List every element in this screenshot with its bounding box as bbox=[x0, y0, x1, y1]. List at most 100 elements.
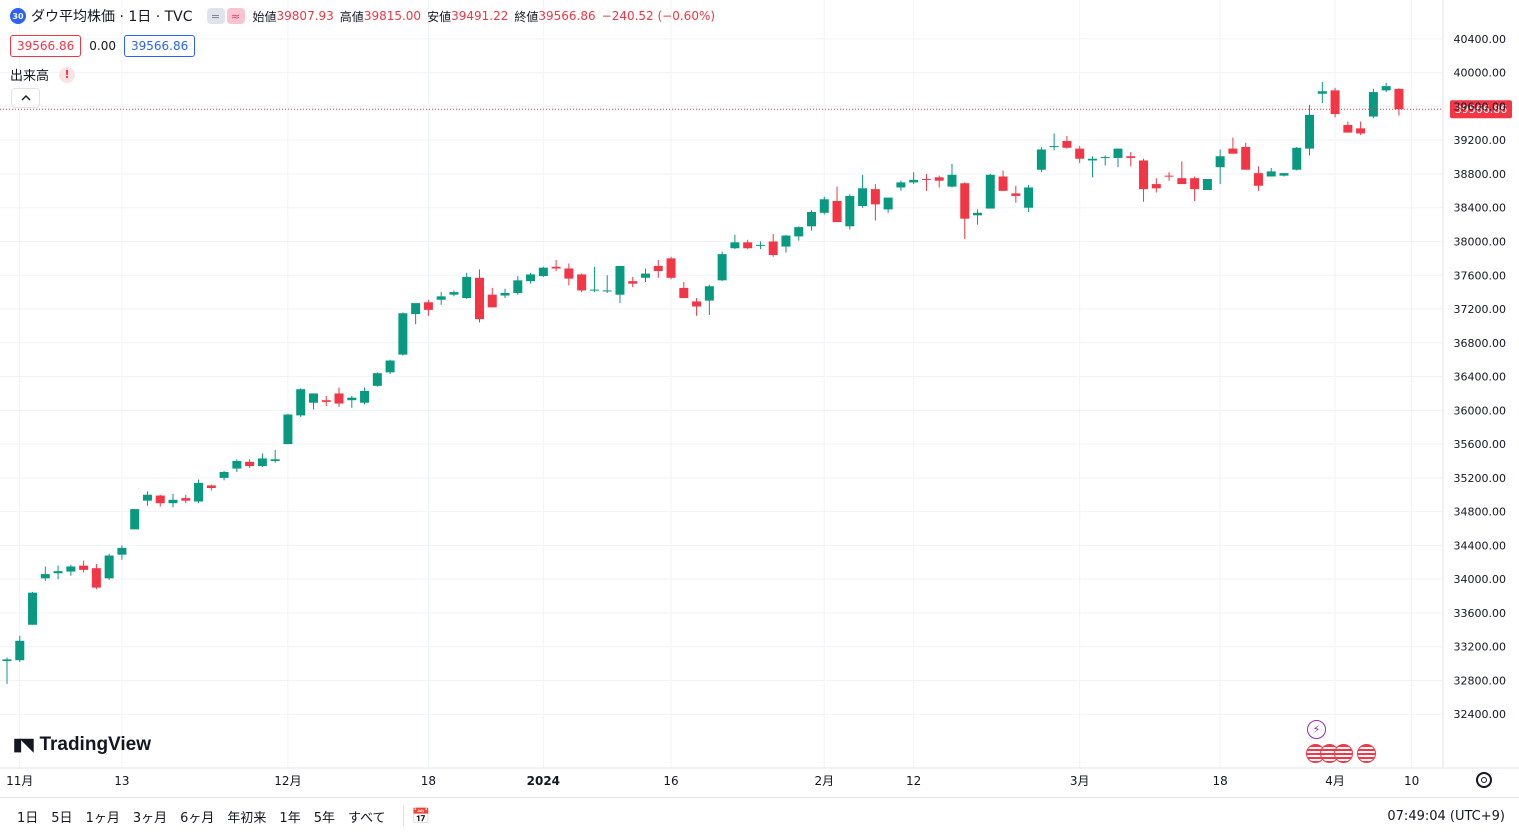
price-axis[interactable]: 32400.00 32800.00 33200.00 33600.00 34000.00… bbox=[1442, 0, 1507, 768]
indicator-button[interactable]: ≈ bbox=[226, 8, 245, 24]
candle bbox=[755, 241, 765, 250]
range-button[interactable]: 1ヶ月 bbox=[85, 810, 120, 826]
candle-body bbox=[1139, 160, 1149, 190]
candle bbox=[1215, 149, 1225, 185]
range-button[interactable]: 1年 bbox=[279, 810, 301, 826]
candle-body bbox=[500, 292, 510, 296]
candle bbox=[308, 393, 318, 410]
candle-body bbox=[487, 294, 497, 308]
time-axis[interactable]: 11月 13 12月 18 2024 16 2月 12 3月 18 4月 10 bbox=[0, 767, 1519, 788]
candle-body bbox=[1292, 147, 1302, 170]
candle bbox=[194, 479, 204, 504]
candle bbox=[1011, 185, 1021, 203]
symbol-title[interactable]: ダウ平均株価 · 1日 · TVC bbox=[31, 9, 193, 25]
candle bbox=[2, 657, 12, 684]
range-button[interactable]: 3ヶ月 bbox=[132, 810, 168, 826]
candle-body bbox=[564, 268, 574, 279]
time-tick-label: 10 bbox=[1404, 774, 1419, 788]
candle-body bbox=[1381, 86, 1391, 91]
candle bbox=[832, 186, 842, 223]
candle bbox=[423, 299, 433, 316]
candle-body bbox=[1100, 157, 1110, 159]
price-tick-label: 33600.00 bbox=[1454, 607, 1507, 620]
candle-body bbox=[66, 566, 76, 572]
candle bbox=[1062, 135, 1072, 149]
candle bbox=[679, 282, 689, 299]
flash-event-icon[interactable]: ⚡ bbox=[1307, 720, 1326, 739]
candle-body bbox=[1113, 148, 1123, 158]
candle bbox=[653, 260, 663, 278]
candle-body bbox=[551, 266, 561, 269]
price-tick-label: 36800.00 bbox=[1454, 337, 1507, 350]
candle-body bbox=[819, 199, 829, 213]
candle-body bbox=[870, 189, 880, 205]
range-button[interactable]: すべて bbox=[347, 810, 386, 826]
time-tick-label: 4月 bbox=[1325, 774, 1345, 788]
candle bbox=[1394, 88, 1404, 116]
price-tick-label: 34800.00 bbox=[1454, 506, 1507, 519]
candle bbox=[130, 509, 140, 530]
volume-label[interactable]: 出来高 bbox=[10, 69, 50, 84]
candle-body bbox=[960, 183, 970, 219]
warning-icon[interactable]: ! bbox=[59, 66, 76, 83]
candle-body bbox=[832, 200, 842, 223]
candle bbox=[1266, 168, 1276, 177]
candle bbox=[1126, 152, 1136, 167]
candle-body bbox=[1368, 92, 1378, 117]
candle bbox=[1100, 155, 1110, 166]
candle-body bbox=[1087, 158, 1097, 161]
candle bbox=[641, 268, 650, 283]
sell-price-box[interactable]: 39566.86 bbox=[10, 35, 82, 57]
calendar-icon[interactable]: 📅 bbox=[411, 807, 431, 825]
candle bbox=[1241, 142, 1251, 170]
collapse-legend-button[interactable] bbox=[11, 88, 40, 108]
symbol-icon[interactable]: 30 bbox=[10, 8, 26, 24]
candle bbox=[91, 563, 101, 590]
candle-body bbox=[1215, 156, 1225, 168]
range-button[interactable]: 5年 bbox=[313, 810, 335, 826]
candle-body bbox=[1011, 193, 1021, 196]
candle-body bbox=[474, 277, 484, 320]
candle bbox=[551, 260, 561, 272]
candle bbox=[181, 494, 191, 504]
candle bbox=[117, 545, 127, 560]
tradingview-logo[interactable]: ▮◥ TradingView bbox=[13, 734, 151, 756]
candle-series bbox=[2, 81, 1404, 684]
price-tick-label: 39600.00 bbox=[1454, 100, 1507, 113]
us-flag-event-icon[interactable] bbox=[1334, 744, 1353, 763]
candle-body bbox=[896, 182, 906, 188]
candle bbox=[104, 553, 114, 581]
candle-body bbox=[921, 179, 931, 181]
candle-body bbox=[257, 458, 267, 467]
change-value: −240.52 (−0.60%) bbox=[601, 9, 716, 23]
compare-button[interactable]: = bbox=[206, 8, 225, 24]
buy-price-box[interactable]: 39566.86 bbox=[123, 35, 196, 57]
price-tick-label: 34400.00 bbox=[1454, 539, 1507, 552]
close-value: 39566.86 bbox=[538, 9, 596, 23]
us-flag-event-icon[interactable] bbox=[1357, 744, 1376, 763]
candle bbox=[998, 170, 1008, 191]
candle bbox=[1113, 148, 1123, 168]
candle bbox=[666, 256, 676, 280]
price-tick-label: 36400.00 bbox=[1454, 371, 1507, 384]
candle bbox=[845, 194, 855, 230]
time-tick-label: 18 bbox=[421, 774, 436, 788]
time-tick-label: 11月 bbox=[6, 774, 33, 788]
candle-body bbox=[168, 499, 178, 504]
candle-body bbox=[538, 267, 548, 277]
candle-body bbox=[1151, 184, 1161, 189]
candle-body bbox=[334, 393, 344, 404]
range-button[interactable]: 5日 bbox=[51, 810, 73, 826]
range-button[interactable]: 年初来 bbox=[227, 810, 267, 826]
candle bbox=[1075, 146, 1085, 163]
candle bbox=[704, 284, 714, 315]
range-button[interactable]: 1日 bbox=[17, 810, 39, 826]
tv-logo-icon: ▮◥ bbox=[13, 735, 33, 754]
range-button[interactable]: 6ヶ月 bbox=[180, 810, 215, 826]
gear-icon[interactable] bbox=[1476, 772, 1492, 788]
candle-body bbox=[653, 265, 663, 272]
candle-body bbox=[436, 296, 446, 300]
candle-body bbox=[1356, 128, 1366, 134]
clock[interactable]: 07:49:04 (UTC+9) bbox=[1387, 808, 1505, 824]
